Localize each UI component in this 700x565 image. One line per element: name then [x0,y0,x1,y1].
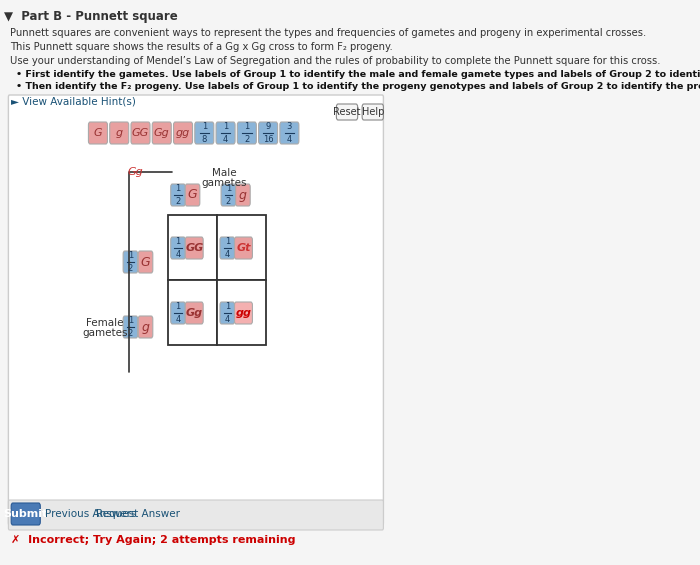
Text: 1: 1 [176,237,181,246]
Text: gametes: gametes [83,328,128,338]
Text: 1: 1 [244,122,249,131]
Text: ✗  Incorrect; Try Again; 2 attempts remaining: ✗ Incorrect; Try Again; 2 attempts remai… [11,535,295,545]
Text: G: G [94,128,102,138]
FancyBboxPatch shape [258,122,278,144]
Text: 1: 1 [225,184,231,193]
FancyBboxPatch shape [221,184,236,206]
FancyBboxPatch shape [171,184,186,206]
Text: • Then identify the F₂ progeny. Use labels of Group 1 to identify the progeny ge: • Then identify the F₂ progeny. Use labe… [15,82,700,91]
FancyBboxPatch shape [236,184,250,206]
FancyBboxPatch shape [123,316,138,338]
FancyBboxPatch shape [216,122,235,144]
FancyBboxPatch shape [88,122,108,144]
FancyBboxPatch shape [186,184,199,206]
FancyBboxPatch shape [152,122,172,144]
Text: 4: 4 [287,135,292,144]
Text: 4: 4 [225,315,230,324]
Text: G: G [188,189,197,202]
FancyBboxPatch shape [186,302,203,324]
FancyBboxPatch shape [234,302,253,324]
Text: This Punnett square shows the results of a Gg x Gg cross to form F₂ progeny.: This Punnett square shows the results of… [10,42,393,52]
FancyBboxPatch shape [195,122,214,144]
Text: G: G [141,255,150,268]
Text: Female: Female [87,318,124,328]
Text: gg: gg [235,308,251,318]
Text: 2: 2 [128,264,133,273]
Text: Previous Answers: Previous Answers [45,509,136,519]
Text: ► View Available Hint(s): ► View Available Hint(s) [11,97,136,107]
Text: Use your understanding of Mendel’s Law of Segregation and the rules of probabili: Use your understanding of Mendel’s Law o… [10,56,661,66]
FancyBboxPatch shape [280,122,299,144]
FancyBboxPatch shape [174,122,192,144]
FancyBboxPatch shape [234,237,253,259]
Text: 1: 1 [128,251,133,260]
Text: Gt: Gt [236,243,251,253]
FancyBboxPatch shape [110,122,129,144]
Text: gametes: gametes [201,178,246,188]
Text: 4: 4 [176,315,181,324]
Text: 2: 2 [176,197,181,206]
Text: gg: gg [176,128,190,138]
Text: • First identify the gametes. Use labels of Group 1 to identify the male and fem: • First identify the gametes. Use labels… [15,70,700,79]
FancyBboxPatch shape [123,251,138,273]
FancyBboxPatch shape [8,95,384,525]
Text: GG: GG [185,243,203,253]
FancyBboxPatch shape [138,316,153,338]
FancyBboxPatch shape [11,503,41,525]
FancyBboxPatch shape [8,500,384,530]
Text: Help: Help [362,107,384,117]
FancyBboxPatch shape [220,302,235,324]
Text: 1: 1 [128,316,133,325]
Bar [217,280,267,345]
Text: 2: 2 [225,197,231,206]
FancyBboxPatch shape [362,104,384,120]
Text: 3: 3 [287,122,292,131]
Text: Gg: Gg [186,308,203,318]
Text: g: g [116,128,122,138]
Text: 4: 4 [223,135,228,144]
Bar [168,215,217,280]
Text: 2: 2 [244,135,249,144]
FancyBboxPatch shape [237,122,256,144]
Text: 9: 9 [265,122,271,131]
Text: 1: 1 [225,302,230,311]
Text: 1: 1 [225,237,230,246]
FancyBboxPatch shape [131,122,150,144]
Text: g: g [239,189,247,202]
Text: Submit: Submit [4,509,48,519]
Text: 1: 1 [176,302,181,311]
Text: Gg: Gg [127,167,144,177]
Text: g: g [141,320,150,333]
Text: 4: 4 [225,250,230,259]
Text: Punnett squares are convenient ways to represent the types and frequencies of ga: Punnett squares are convenient ways to r… [10,28,646,38]
Text: Request Answer: Request Answer [97,509,181,519]
FancyBboxPatch shape [337,104,358,120]
Text: ▼  Part B - Punnett square: ▼ Part B - Punnett square [4,10,178,23]
Text: 1: 1 [223,122,228,131]
Text: Reset: Reset [333,107,360,117]
FancyBboxPatch shape [220,237,235,259]
Text: 8: 8 [202,135,207,144]
Text: 1: 1 [176,184,181,193]
Text: 1: 1 [202,122,207,131]
FancyBboxPatch shape [186,237,203,259]
Text: Male: Male [211,168,236,178]
Text: Gg: Gg [154,128,169,138]
Bar [168,280,217,345]
Bar [217,215,267,280]
FancyBboxPatch shape [171,302,186,324]
Text: 2: 2 [128,329,133,338]
Text: GG: GG [132,128,149,138]
FancyBboxPatch shape [171,237,186,259]
Text: 4: 4 [176,250,181,259]
Text: 16: 16 [262,135,274,144]
FancyBboxPatch shape [138,251,153,273]
